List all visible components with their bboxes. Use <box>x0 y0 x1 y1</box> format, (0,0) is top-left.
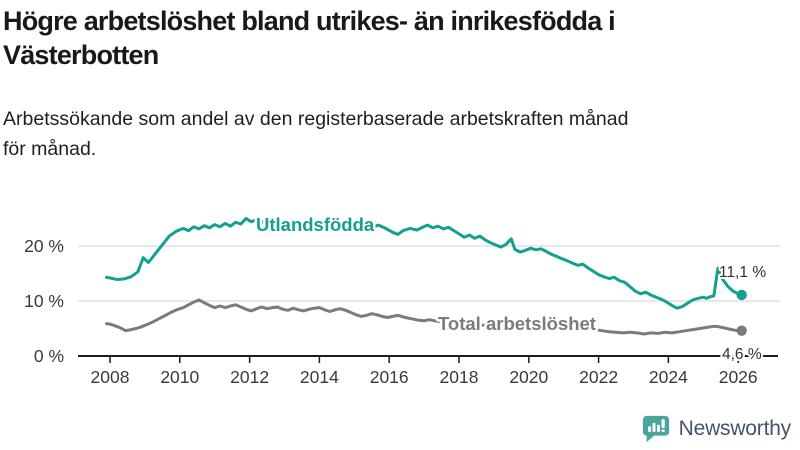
unemployment-line-chart: 0 % 10 % 20 % 2008 2010 2012 2014 2016 2018 2020 2… <box>24 212 780 387</box>
page-title: Högre arbetslöshet bland utrikes- än inr… <box>3 4 773 72</box>
page-title-line2: Västerbotten <box>3 40 159 70</box>
page-subtitle: Arbetssökande som andel av den registerb… <box>3 104 723 164</box>
series-line-total-arbetsloshet <box>105 298 744 336</box>
newsworthy-logo-text: Newsworthy <box>678 417 792 440</box>
newsworthy-logo[interactable]: Newsworthy <box>641 413 791 445</box>
y-tick-label: 20 % <box>24 236 64 256</box>
x-tick-label: 2018 <box>440 367 479 387</box>
x-tick-label: 2012 <box>230 367 269 387</box>
series-line-utlandsfodda <box>105 217 744 310</box>
bar-chart-speech-bubble-icon <box>641 413 671 445</box>
x-tick-label: 2024 <box>649 367 688 387</box>
page-subtitle-line1: Arbetssökande som andel av den registerb… <box>3 108 629 130</box>
page-title-line1: Högre arbetslöshet bland utrikes- än inr… <box>3 6 616 36</box>
x-tick-label: 2022 <box>579 367 618 387</box>
series-end-dot-utlandsfodda <box>736 289 747 301</box>
y-tick-label: 0 % <box>34 346 64 366</box>
x-tick-label: 2020 <box>509 367 548 387</box>
x-tick-label: 2010 <box>160 367 199 387</box>
series-end-value-label-utlandsfodda: 11,1 % <box>719 264 766 281</box>
series-label-utlandsfodda: Utlandsfödda <box>256 214 375 235</box>
y-tick-label: 10 % <box>24 291 64 311</box>
page-subtitle-line2: för månad. <box>3 138 97 160</box>
series-label-total-arbetsloshet: Total arbetslöshet <box>438 313 596 334</box>
series-end-dot-total-arbetsloshet <box>736 325 747 336</box>
x-tick-label: 2008 <box>91 367 130 387</box>
x-tick-label: 2014 <box>300 367 339 387</box>
x-tick-label: 2026 <box>719 367 758 387</box>
x-tick-label: 2016 <box>370 367 409 387</box>
series-end-value-label-total-arbetsloshet: 4,6 % <box>722 346 762 363</box>
